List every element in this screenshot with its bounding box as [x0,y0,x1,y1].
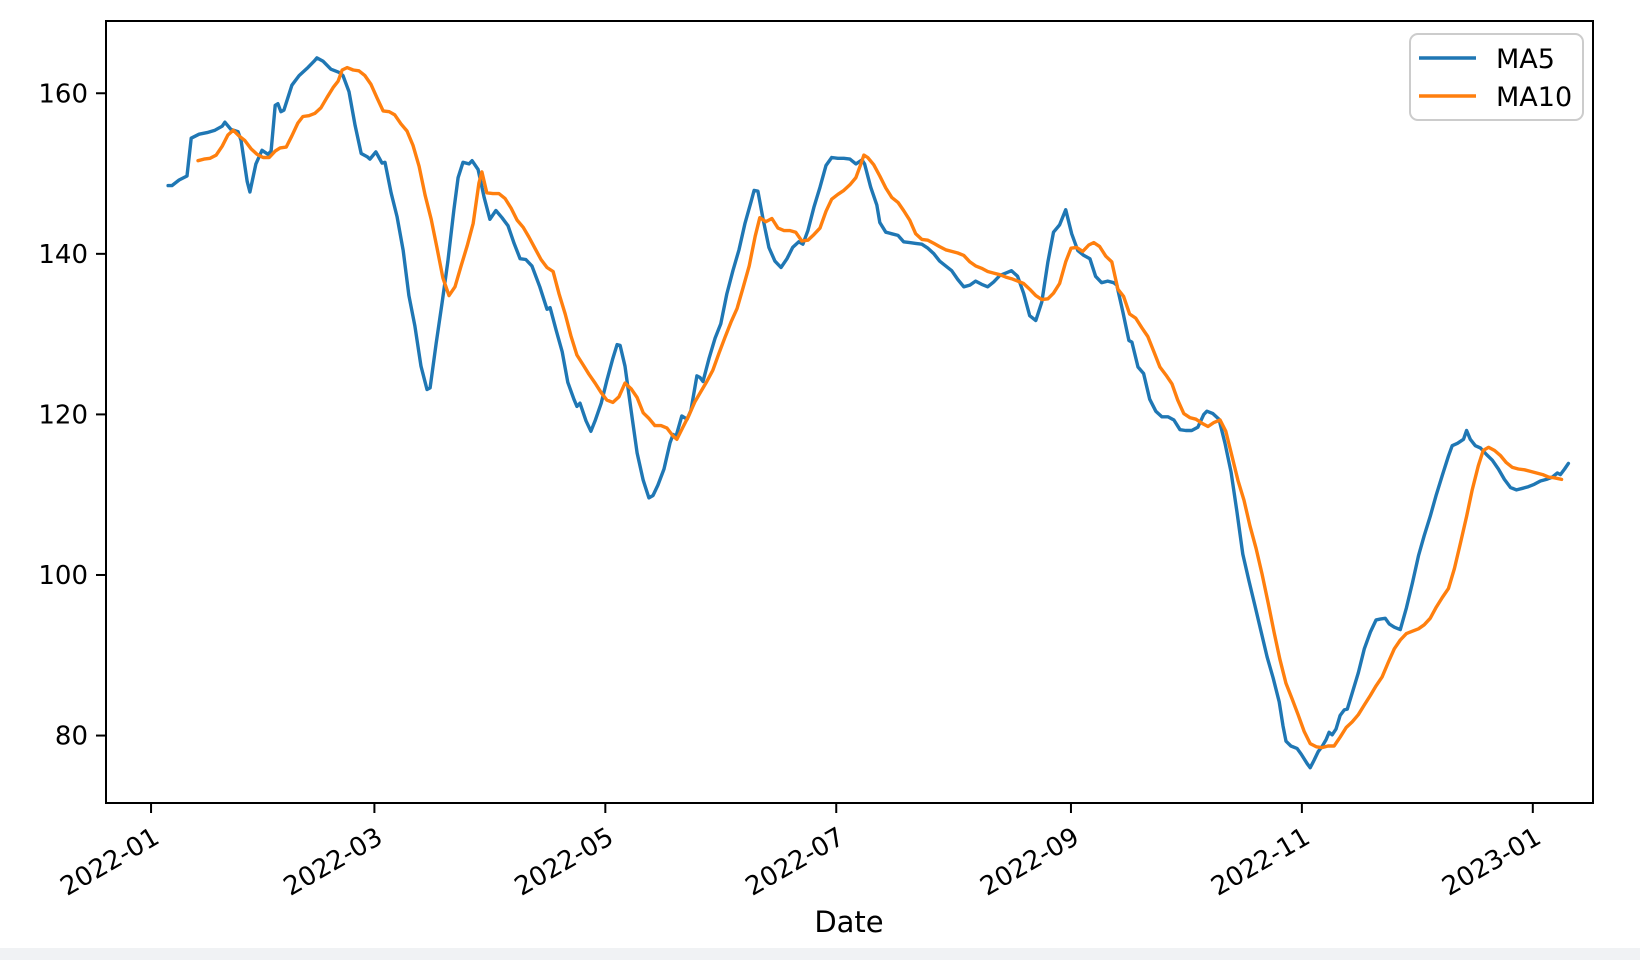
x-tick-label: 2023-01 [1437,822,1546,902]
plot-area [105,20,1594,804]
x-tick-label: 2022-05 [510,822,619,902]
y-tick-label: 120 [38,400,88,430]
y-tick-label: 140 [38,240,88,270]
x-tick-label: 2022-09 [975,822,1084,902]
y-tick-label: 80 [55,722,88,752]
legend-box [1409,33,1584,121]
x-tick-label: 2022-01 [55,822,164,902]
y-tick-label: 160 [38,79,88,109]
legend-label-ma5: MA5 [1496,44,1555,75]
series-line-ma10 [196,65,1564,750]
series-group [166,56,1571,770]
x-tick-label: 2022-07 [741,822,850,902]
legend-label-ma10: MA10 [1496,82,1572,113]
legend: MA5 MA10 [1409,33,1584,121]
x-tick-label: 2022-11 [1206,822,1315,902]
page-bottom-strip [0,948,1640,960]
y-tick-label: 100 [38,561,88,591]
x-tick-label: 2022-03 [279,822,388,902]
x-axis-title: Date [814,905,883,939]
series-line-ma5 [166,56,1571,770]
axes-group: 80 100 120 140 160 2022-01 2022-03 2022-05 2022-… [38,79,1546,902]
